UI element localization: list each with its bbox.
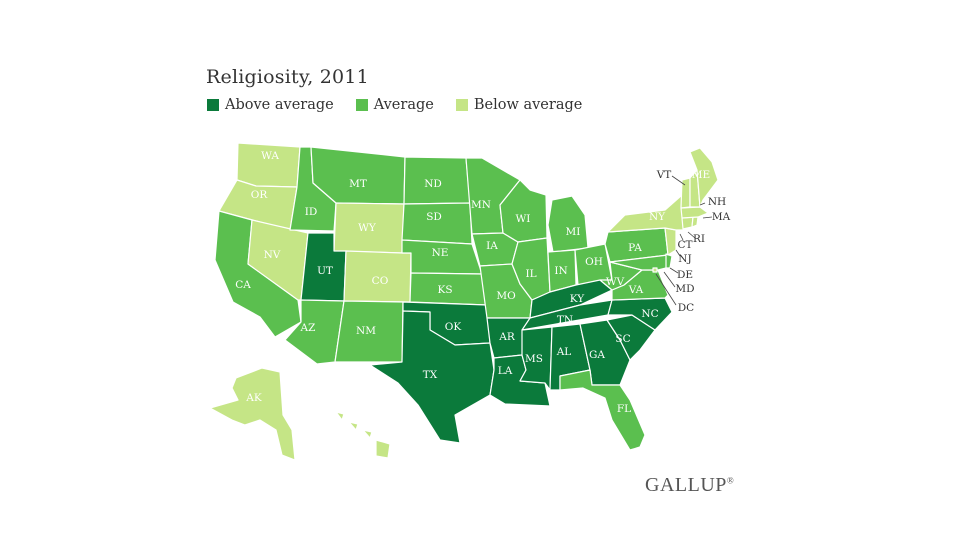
- state-vt[interactable]: [680, 177, 691, 209]
- state-de[interactable]: [665, 253, 673, 269]
- label-tn: TN: [557, 314, 573, 326]
- label-tx: TX: [423, 369, 438, 381]
- label-al: AL: [556, 346, 572, 358]
- label-nc: NC: [641, 308, 658, 320]
- state-me[interactable]: [689, 147, 719, 208]
- state-ak[interactable]: [209, 367, 296, 461]
- label-de: DE: [677, 269, 693, 281]
- label-in: IN: [554, 265, 567, 277]
- label-il: IL: [525, 268, 536, 280]
- state-nm[interactable]: [334, 300, 404, 363]
- state-hi[interactable]: [335, 411, 391, 459]
- leader-dc: [655, 273, 677, 306]
- state-ny[interactable]: [607, 194, 686, 233]
- label-oh: OH: [585, 256, 603, 268]
- label-id: ID: [305, 206, 318, 218]
- label-or: OR: [251, 189, 269, 201]
- label-me: ME: [692, 169, 710, 181]
- state-nv[interactable]: [247, 219, 309, 301]
- label-hi: HI: [352, 443, 365, 455]
- label-ia: IA: [486, 240, 498, 252]
- label-wi: WI: [516, 213, 531, 225]
- label-md: MD: [675, 283, 694, 295]
- state-wi[interactable]: [499, 179, 548, 243]
- label-sc: SC: [615, 333, 630, 345]
- label-mo: MO: [496, 290, 516, 302]
- label-nm: NM: [356, 325, 376, 337]
- label-ms: MS: [525, 353, 543, 365]
- leader-ma: [702, 216, 713, 219]
- label-vt: VT: [656, 169, 672, 181]
- leader-md: [663, 271, 676, 288]
- label-ma: MA: [712, 211, 731, 223]
- label-mi: MI: [566, 226, 581, 238]
- legend-label-above: Above average: [225, 97, 334, 113]
- state-dc[interactable]: [652, 267, 658, 273]
- label-mt: MT: [349, 178, 367, 190]
- label-fl: FL: [617, 403, 631, 415]
- label-ks: KS: [437, 284, 452, 296]
- label-nj: NJ: [678, 253, 691, 265]
- label-ut: UT: [317, 265, 333, 277]
- label-ky: KY: [570, 293, 586, 305]
- legend: Above average Average Below average: [207, 97, 604, 113]
- state-mi[interactable]: [547, 195, 589, 253]
- leader-nh: [699, 202, 706, 206]
- state-sd[interactable]: [401, 202, 473, 245]
- legend-item-average: Average: [355, 97, 434, 113]
- label-ga: GA: [589, 349, 605, 361]
- label-nv: NV: [264, 249, 281, 261]
- logo-text: GALLUP: [645, 474, 727, 496]
- leader-ct: [679, 233, 684, 241]
- label-mn: MN: [471, 199, 491, 211]
- label-ne: NE: [432, 247, 449, 259]
- label-ca: CA: [235, 279, 251, 291]
- state-ct[interactable]: [681, 216, 694, 230]
- label-co: CO: [372, 275, 389, 287]
- leader-nj: [675, 249, 681, 257]
- label-wv: WV: [606, 276, 625, 288]
- state-ma[interactable]: [680, 206, 709, 219]
- label-ny: NY: [649, 211, 666, 223]
- label-va: VA: [628, 284, 644, 296]
- label-wa: WA: [261, 150, 279, 162]
- state-fl[interactable]: [559, 369, 646, 451]
- legend-swatch-below: [455, 99, 468, 111]
- label-dc: DC: [678, 302, 694, 314]
- logo-registered-mark: ®: [726, 475, 735, 486]
- gallup-logo: GALLUP®: [645, 474, 734, 497]
- legend-label-below: Below average: [473, 97, 583, 113]
- legend-swatch-average: [355, 99, 368, 111]
- label-ok: OK: [445, 321, 462, 333]
- legend-label-average: Average: [373, 97, 434, 113]
- leader-de: [669, 267, 679, 274]
- label-nh: NH: [708, 196, 726, 208]
- label-az: AZ: [300, 322, 316, 334]
- label-ri: RI: [693, 233, 705, 245]
- map-title: Religiosity, 2011: [206, 66, 369, 88]
- legend-item-below: Below average: [455, 97, 583, 113]
- label-nd: ND: [424, 178, 442, 190]
- label-sd: SD: [426, 211, 442, 223]
- label-ct: CT: [677, 239, 692, 251]
- label-pa: PA: [628, 242, 642, 254]
- label-ar: AR: [498, 331, 516, 343]
- label-wy: WY: [358, 222, 377, 234]
- legend-swatch-above: [207, 99, 219, 111]
- legend-item-above: Above average: [207, 97, 334, 113]
- state-tx[interactable]: [369, 310, 495, 444]
- state-ri[interactable]: [691, 216, 699, 228]
- leader-ri: [687, 231, 696, 239]
- label-ak: AK: [245, 392, 262, 404]
- leader-vt: [671, 175, 686, 186]
- label-la: LA: [498, 365, 513, 377]
